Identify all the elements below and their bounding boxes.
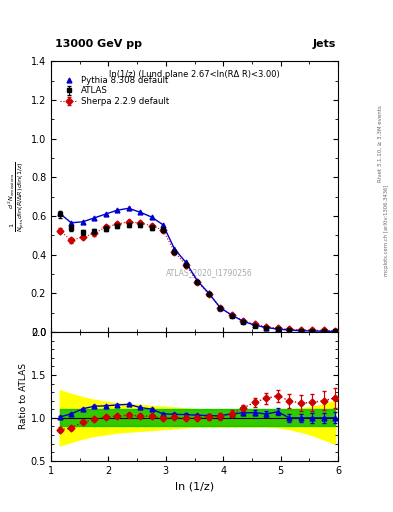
Pythia 8.308 default <box>103 211 108 217</box>
Pythia 8.308 default <box>195 278 200 284</box>
Pythia 8.308 default <box>149 214 154 220</box>
Pythia 8.308 default <box>310 328 314 334</box>
Pythia 8.308 default <box>69 220 73 226</box>
Pythia 8.308 default <box>138 209 142 215</box>
Text: mcplots.cern.ch [arXiv:1306.3436]: mcplots.cern.ch [arXiv:1306.3436] <box>384 185 389 276</box>
Pythia 8.308 default <box>92 215 97 221</box>
Text: 13000 GeV pp: 13000 GeV pp <box>55 38 142 49</box>
Text: Jets: Jets <box>313 38 336 49</box>
Pythia 8.308 default <box>264 325 269 331</box>
Pythia 8.308 default <box>172 246 177 252</box>
Pythia 8.308 default <box>230 312 234 318</box>
Y-axis label: $\frac{1}{N_\mathrm{jets}}\frac{d^2 N_\mathrm{emissions}}{d\ln(R/\Delta R)\,d\ln: $\frac{1}{N_\mathrm{jets}}\frac{d^2 N_\m… <box>6 161 27 232</box>
Pythia 8.308 default <box>207 290 211 296</box>
Text: Rivet 3.1.10, ≥ 3.3M events: Rivet 3.1.10, ≥ 3.3M events <box>378 105 383 182</box>
Legend: Pythia 8.308 default, ATLAS, Sherpa 2.2.9 default: Pythia 8.308 default, ATLAS, Sherpa 2.2.… <box>58 74 171 108</box>
Pythia 8.308 default <box>218 305 223 311</box>
Y-axis label: Ratio to ATLAS: Ratio to ATLAS <box>19 364 28 430</box>
Pythia 8.308 default <box>161 222 165 228</box>
Pythia 8.308 default <box>252 322 257 328</box>
Line: Pythia 8.308 default: Pythia 8.308 default <box>57 206 338 334</box>
Pythia 8.308 default <box>275 326 280 332</box>
Text: ATLAS_2020_I1790256: ATLAS_2020_I1790256 <box>165 268 252 277</box>
Pythia 8.308 default <box>57 210 62 217</box>
X-axis label: ln (1/z): ln (1/z) <box>175 481 214 491</box>
Pythia 8.308 default <box>287 327 292 333</box>
Text: ln(1/z) (Lund plane 2.67<ln(RΔ R)<3.00): ln(1/z) (Lund plane 2.67<ln(RΔ R)<3.00) <box>109 70 280 78</box>
Pythia 8.308 default <box>298 328 303 334</box>
Pythia 8.308 default <box>333 328 338 334</box>
Pythia 8.308 default <box>321 328 326 334</box>
Pythia 8.308 default <box>241 318 246 325</box>
Pythia 8.308 default <box>80 219 85 225</box>
Pythia 8.308 default <box>115 207 119 214</box>
Pythia 8.308 default <box>126 205 131 211</box>
Pythia 8.308 default <box>184 260 188 266</box>
